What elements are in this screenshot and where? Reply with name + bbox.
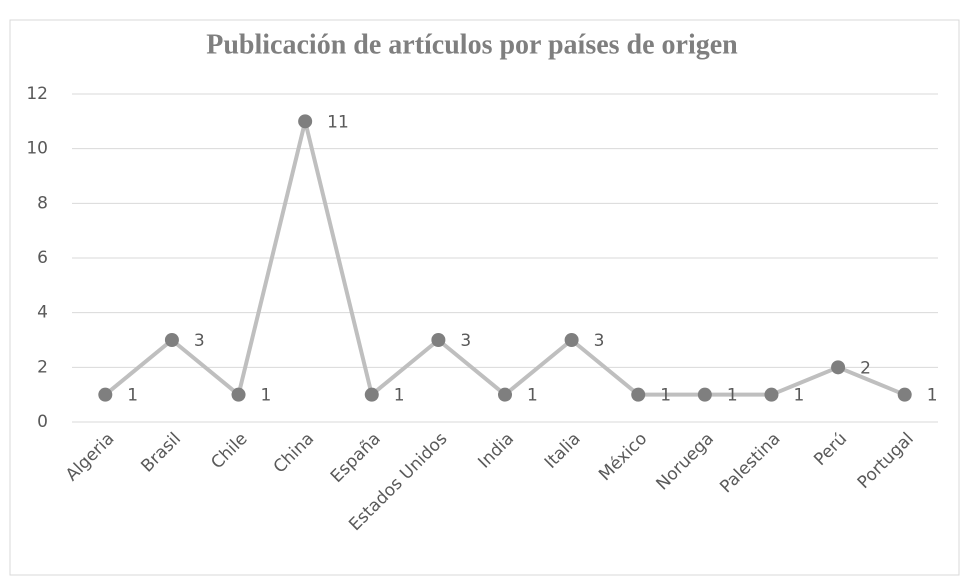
- chart-frame: [9, 19, 960, 576]
- data-label: 1: [261, 386, 272, 406]
- marker: [564, 333, 579, 347]
- data-label: 1: [793, 386, 804, 406]
- y-tick-label: 0: [37, 412, 48, 432]
- data-label: 3: [460, 331, 471, 351]
- data-label: 3: [594, 331, 605, 351]
- marker: [298, 114, 313, 129]
- marker: [231, 387, 246, 402]
- marker: [631, 387, 646, 402]
- data-label: 1: [127, 386, 138, 406]
- data-label: 2: [860, 358, 871, 378]
- chart-title: Publicación de artículos por países de o…: [206, 29, 738, 60]
- data-label: 1: [394, 386, 405, 406]
- y-tick-label: 6: [37, 248, 48, 268]
- data-label: 1: [660, 386, 671, 406]
- marker: [431, 333, 446, 347]
- y-tick-label: 10: [26, 139, 48, 159]
- y-tick-label: 8: [37, 193, 48, 213]
- marker: [98, 387, 113, 402]
- marker: [764, 387, 779, 402]
- marker: [164, 333, 179, 347]
- marker: [831, 360, 846, 375]
- data-label: 3: [194, 331, 205, 351]
- y-tick-label: 4: [37, 303, 48, 323]
- data-label: 1: [727, 386, 738, 406]
- marker: [897, 387, 912, 402]
- y-tick-label: 12: [26, 84, 48, 104]
- marker: [498, 387, 512, 402]
- data-label: 1: [527, 386, 538, 406]
- marker: [364, 387, 379, 402]
- marker: [697, 387, 712, 402]
- data-label: 11: [327, 112, 349, 132]
- y-tick-label: 2: [37, 357, 48, 377]
- data-label: 1: [927, 386, 938, 406]
